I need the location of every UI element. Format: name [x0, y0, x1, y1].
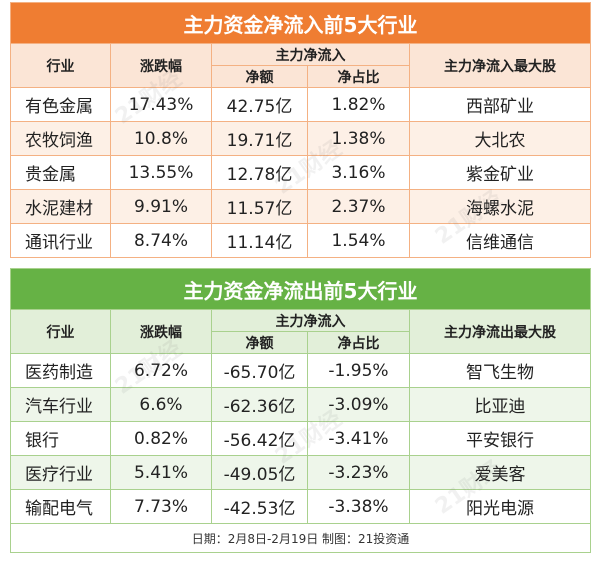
ratio-cell: -3.38%	[307, 489, 410, 524]
ratio-cell: 2.37%	[307, 189, 410, 224]
ratio-cell: 3.16%	[307, 155, 410, 190]
inflow-header-industry: 行业	[10, 43, 111, 88]
net-cell: 11.14亿	[211, 223, 308, 258]
net-cell: 42.75亿	[211, 87, 308, 122]
table-row: 通讯行业 8.74% 11.14亿 1.54% 信维通信	[10, 223, 591, 258]
net-cell: 19.71亿	[211, 121, 308, 156]
ratio-cell: 1.38%	[307, 121, 410, 156]
change-cell: 13.55%	[110, 155, 212, 190]
outflow-header-stock: 主力净流出最大股	[409, 309, 591, 354]
industry-cell: 银行	[10, 421, 111, 456]
table-row: 银行 0.82% -56.42亿 -3.41% 平安银行	[10, 421, 591, 456]
change-cell: 0.82%	[110, 421, 212, 456]
outflow-title: 主力资金净流出前5大行业	[10, 268, 591, 310]
change-cell: 6.6%	[110, 387, 212, 422]
industry-cell: 医药制造	[10, 353, 111, 388]
outflow-header-net: 净额	[211, 331, 308, 354]
change-cell: 10.8%	[110, 121, 212, 156]
change-cell: 6.72%	[110, 353, 212, 388]
table-row: 农牧饲渔 10.8% 19.71亿 1.38% 大北农	[10, 121, 591, 156]
ratio-cell: -3.41%	[307, 421, 410, 456]
industry-cell: 医疗行业	[10, 455, 111, 490]
ratio-cell: 1.82%	[307, 87, 410, 122]
net-cell: 11.57亿	[211, 189, 308, 224]
outflow-header-change: 涨跌幅	[110, 309, 212, 354]
industry-cell: 汽车行业	[10, 387, 111, 422]
industry-cell: 贵金属	[10, 155, 111, 190]
ratio-cell: -1.95%	[307, 353, 410, 388]
inflow-header-stock: 主力净流入最大股	[409, 43, 591, 88]
net-cell: 12.78亿	[211, 155, 308, 190]
stock-cell: 西部矿业	[409, 87, 591, 122]
stock-cell: 海螺水泥	[409, 189, 591, 224]
outflow-header-row-1: 行业 涨跌幅 主力净流入 主力净流出最大股	[10, 309, 591, 354]
net-cell: -56.42亿	[211, 421, 308, 456]
net-cell: -62.36亿	[211, 387, 308, 422]
industry-cell: 水泥建材	[10, 189, 111, 224]
table-row: 水泥建材 9.91% 11.57亿 2.37% 海螺水泥	[10, 189, 591, 224]
stock-cell: 信维通信	[409, 223, 591, 258]
stock-cell: 平安银行	[409, 421, 591, 456]
inflow-header-change: 涨跌幅	[110, 43, 212, 88]
table-row: 贵金属 13.55% 12.78亿 3.16% 紫金矿业	[10, 155, 591, 190]
ratio-cell: -3.09%	[307, 387, 410, 422]
table-row: 医疗行业 5.41% -49.05亿 -3.23% 爱美客	[10, 455, 591, 490]
table-row: 有色金属 17.43% 42.75亿 1.82% 西部矿业	[10, 87, 591, 122]
footer-note: 日期：2月8日-2月19日 制图：21投资通	[10, 523, 591, 553]
industry-cell: 通讯行业	[10, 223, 111, 258]
industry-cell: 农牧饲渔	[10, 121, 111, 156]
stock-cell: 大北农	[409, 121, 591, 156]
outflow-header-industry: 行业	[10, 309, 111, 354]
net-cell: -49.05亿	[211, 455, 308, 490]
inflow-table: 主力资金净流入前5大行业 行业 涨跌幅 主力净流入 主力净流入最大股 净额 净占…	[10, 2, 591, 258]
change-cell: 5.41%	[110, 455, 212, 490]
inflow-header-ratio: 净占比	[307, 65, 410, 88]
outflow-header-row-2: 净额 净占比	[11, 331, 591, 354]
stock-cell: 比亚迪	[409, 387, 591, 422]
change-cell: 7.73%	[110, 489, 212, 524]
inflow-header-group: 主力净流入	[211, 43, 410, 66]
change-cell: 9.91%	[110, 189, 212, 224]
stock-cell: 紫金矿业	[409, 155, 591, 190]
net-cell: -42.53亿	[211, 489, 308, 524]
footer-row: 日期：2月8日-2月19日 制图：21投资通	[10, 523, 591, 553]
change-cell: 8.74%	[110, 223, 212, 258]
outflow-header-group: 主力净流入	[211, 309, 410, 332]
outflow-title-row: 主力资金净流出前5大行业	[10, 268, 591, 310]
net-cell: -65.70亿	[211, 353, 308, 388]
stock-cell: 智飞生物	[409, 353, 591, 388]
change-cell: 17.43%	[110, 87, 212, 122]
ratio-cell: 1.54%	[307, 223, 410, 258]
ratio-cell: -3.23%	[307, 455, 410, 490]
inflow-title: 主力资金净流入前5大行业	[10, 2, 591, 44]
stock-cell: 阳光电源	[409, 489, 591, 524]
inflow-header-row-1: 行业 涨跌幅 主力净流入 主力净流入最大股	[10, 43, 591, 88]
table-row: 输配电气 7.73% -42.53亿 -3.38% 阳光电源	[10, 489, 591, 524]
inflow-header-row-2: 净额 净占比	[11, 65, 591, 88]
table-row: 医药制造 6.72% -65.70亿 -1.95% 智飞生物	[10, 353, 591, 388]
outflow-header-ratio: 净占比	[307, 331, 410, 354]
stock-cell: 爱美客	[409, 455, 591, 490]
industry-cell: 有色金属	[10, 87, 111, 122]
table-row: 汽车行业 6.6% -62.36亿 -3.09% 比亚迪	[10, 387, 591, 422]
industry-cell: 输配电气	[10, 489, 111, 524]
inflow-title-row: 主力资金净流入前5大行业	[10, 2, 591, 44]
inflow-header-net: 净额	[211, 65, 308, 88]
outflow-table: 主力资金净流出前5大行业 行业 涨跌幅 主力净流入 主力净流出最大股 净额 净占…	[10, 268, 591, 553]
